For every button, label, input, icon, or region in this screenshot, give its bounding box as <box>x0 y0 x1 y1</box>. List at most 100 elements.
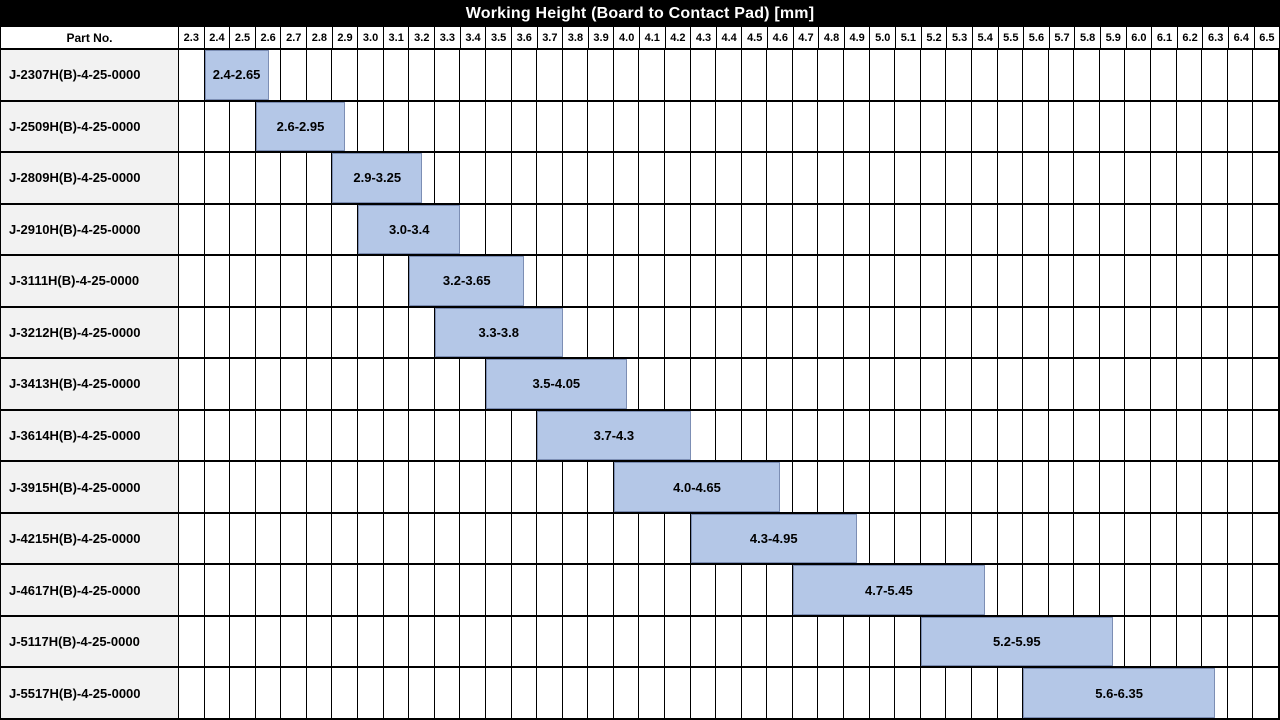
grid-cell <box>1253 668 1279 718</box>
grid-cell <box>614 565 640 615</box>
grid-cell <box>639 101 665 152</box>
tick-label: 3.3 <box>435 27 461 48</box>
grid-cell <box>767 153 793 203</box>
grid-cell <box>742 616 768 667</box>
grid-cell <box>895 462 921 512</box>
grid-cell <box>998 565 1024 615</box>
grid-cell <box>281 565 307 615</box>
grid-cell <box>1228 513 1254 564</box>
grid-cell <box>742 256 768 306</box>
grid-cell <box>1202 616 1228 667</box>
grid-cell <box>742 668 768 718</box>
grid-cell <box>1074 513 1100 564</box>
grid-cell <box>1074 256 1100 306</box>
tick-label: 4.0 <box>614 27 640 48</box>
grid-cell <box>1049 307 1075 358</box>
grid-cell <box>409 410 435 461</box>
row-plot-area: 5.6-6.35 <box>179 668 1279 718</box>
grid-cell <box>384 101 410 152</box>
grid-cell <box>563 153 589 203</box>
tick-label: 5.3 <box>947 27 973 48</box>
grid-cell <box>1202 565 1228 615</box>
grid-cell <box>895 204 921 255</box>
grid-cell <box>1228 256 1254 306</box>
grid-cell <box>332 616 359 667</box>
grid-cell <box>281 256 307 306</box>
grid-cell <box>1253 204 1279 255</box>
grid-cell <box>460 153 486 203</box>
grid-cell <box>332 462 359 512</box>
part-number-cell: J-2307H(B)-4-25-0000 <box>1 50 179 100</box>
grid-cell <box>691 50 717 100</box>
part-no-header: Part No. <box>1 27 179 48</box>
table-row: J-2307H(B)-4-25-0000 2.4-2.65 <box>1 50 1279 102</box>
tick-label: 6.1 <box>1152 27 1178 48</box>
grid-cell <box>639 50 665 100</box>
grid-cell <box>793 50 819 100</box>
grid-cell <box>537 616 563 667</box>
grid-cell <box>460 359 486 409</box>
grid-cell <box>716 153 742 203</box>
tick-row: 2.3 2.4 2.5 2.6 2.7 2.8 2.9 3.0 3.1 3.2 3.3 3.4 3.5 3… <box>179 27 1279 48</box>
part-number-cell: J-4617H(B)-4-25-0000 <box>1 565 179 615</box>
grid-cell <box>946 359 972 409</box>
grid-cell <box>358 410 384 461</box>
grid-cell <box>435 101 461 152</box>
row-plot-area: 2.6-2.95 <box>179 101 1279 152</box>
tick-label: 4.7 <box>794 27 820 48</box>
grid-cell <box>972 307 998 358</box>
grid-cell <box>614 50 640 100</box>
grid-cell <box>281 153 307 203</box>
grid-cell <box>1253 50 1279 100</box>
working-height-range-bar: 3.2-3.65 <box>409 256 525 306</box>
grid-cell <box>1100 101 1126 152</box>
grid-cell <box>665 153 691 203</box>
grid-cell <box>1228 307 1254 358</box>
table-row: J-3111H(B)-4-25-0000 3.2-3.65 <box>1 256 1279 308</box>
grid-cell <box>946 153 972 203</box>
grid-cell <box>1100 153 1126 203</box>
grid-cell <box>1253 462 1279 512</box>
grid-cell <box>639 307 665 358</box>
grid-cell <box>691 204 717 255</box>
grid-cell <box>946 668 972 718</box>
grid-cell <box>767 204 793 255</box>
grid-cell <box>665 565 691 615</box>
grid-cell <box>716 668 742 718</box>
grid-cell <box>409 359 435 409</box>
grid-cell <box>767 668 793 718</box>
grid-cell <box>205 513 231 564</box>
grid-cell <box>281 513 307 564</box>
grid-cell <box>998 359 1024 409</box>
grid-cell <box>307 410 333 461</box>
grid-cell <box>281 668 307 718</box>
grid-cell <box>256 513 282 564</box>
grid-cell <box>1023 513 1049 564</box>
grid-cell <box>1023 565 1049 615</box>
grid-cell <box>1151 616 1177 667</box>
grid-cell <box>1049 462 1075 512</box>
tick-label: 5.5 <box>999 27 1025 48</box>
grid-cell <box>1228 101 1254 152</box>
grid-cell <box>895 153 921 203</box>
grid-cell <box>358 565 384 615</box>
grid-cell <box>1023 153 1049 203</box>
grid-cell <box>895 307 921 358</box>
grid-cell <box>435 616 461 667</box>
grid-cell <box>179 153 205 203</box>
table-row: J-4215H(B)-4-25-0000 4.3-4.95 <box>1 513 1279 566</box>
row-plot-area: 4.3-4.95 <box>179 513 1279 564</box>
grid-cell <box>1023 359 1049 409</box>
grid-cell <box>205 462 231 512</box>
grid-cell <box>307 359 333 409</box>
grid-cell <box>1177 513 1203 564</box>
row-plot-area: 3.5-4.05 <box>179 359 1279 409</box>
tick-label: 2.8 <box>307 27 333 48</box>
tick-label: 4.8 <box>819 27 845 48</box>
grid-cell <box>1023 101 1049 152</box>
row-plot-area: 3.7-4.3 <box>179 410 1279 461</box>
grid-cell <box>537 50 563 100</box>
grid-cell <box>512 616 538 667</box>
grid-cell <box>332 668 359 718</box>
